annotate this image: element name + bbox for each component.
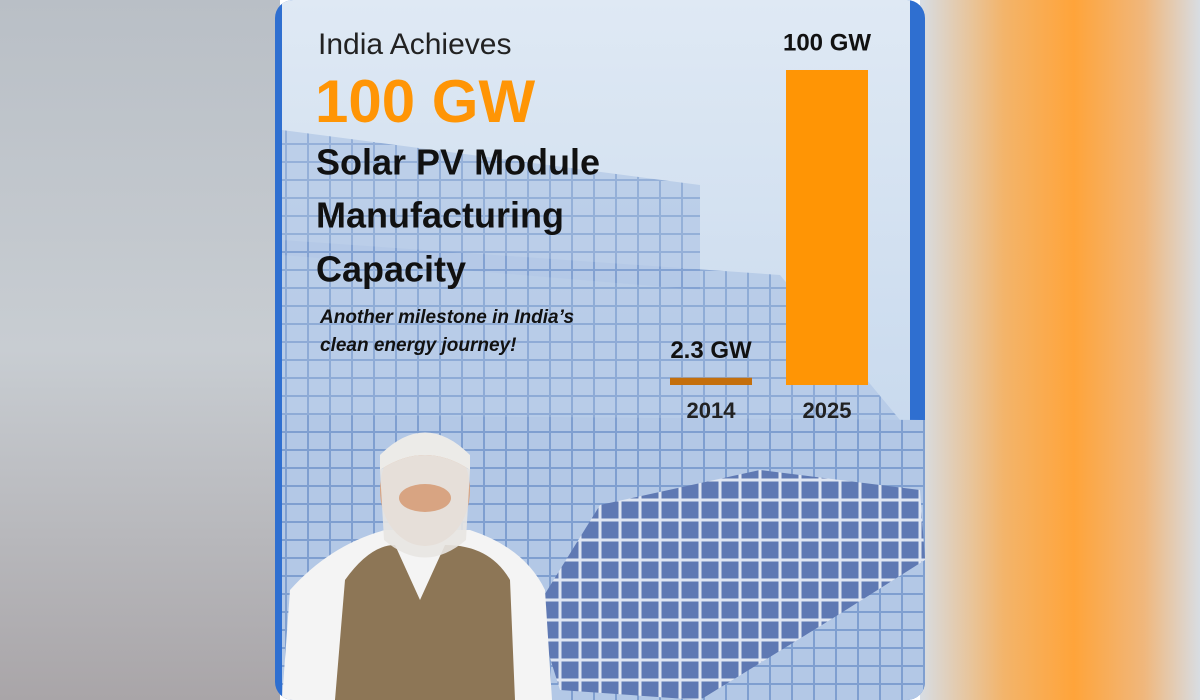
portrait bbox=[282, 432, 552, 700]
blurred-background bbox=[0, 0, 280, 700]
blurred-background bbox=[920, 0, 1200, 700]
tagline: Another milestone in India’s bbox=[319, 307, 574, 328]
category-label: 2025 bbox=[803, 398, 852, 423]
bar bbox=[670, 377, 752, 385]
solar-panels bbox=[535, 470, 925, 700]
tagline: clean energy journey! bbox=[320, 335, 516, 356]
value-label: 2.3 GW bbox=[670, 337, 752, 364]
headline-line: Capacity bbox=[316, 249, 466, 290]
headline-line: Manufacturing bbox=[316, 195, 564, 236]
headline-line: Solar PV Module bbox=[316, 142, 600, 183]
solar-panel-bg bbox=[282, 240, 900, 420]
category-label: 2014 bbox=[687, 398, 737, 423]
headline-intro: India Achieves bbox=[318, 28, 511, 61]
bar bbox=[786, 70, 868, 385]
headline-highlight: 100 GW bbox=[315, 68, 535, 135]
value-label: 100 GW bbox=[783, 29, 871, 56]
headline: India Achieves 100 GW Solar PV Module Ma… bbox=[315, 28, 600, 356]
